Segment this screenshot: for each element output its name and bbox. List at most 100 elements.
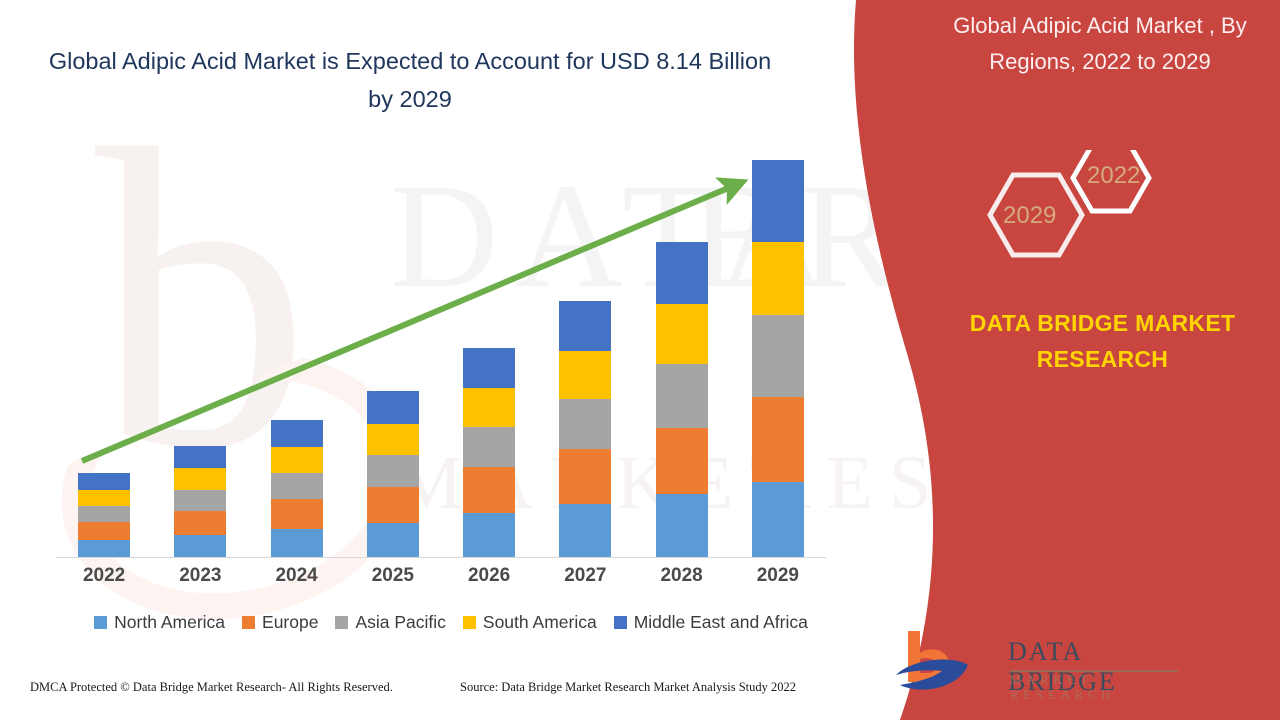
- bar-segment: [78, 472, 131, 490]
- bar-segment: [655, 363, 708, 428]
- hexagon-2029: [987, 172, 1085, 258]
- stacked-bar-2027[interactable]: [559, 300, 612, 557]
- bar-slot: [249, 160, 345, 557]
- bar-segment: [270, 472, 323, 500]
- legend-swatch-icon: [613, 616, 627, 629]
- bar-slot: [537, 160, 633, 557]
- brand-line-1: DATA BRIDGE MARKET: [969, 310, 1236, 336]
- panel-title: Global Adipic Acid Market , By Regions, …: [953, 13, 1247, 74]
- dbmr-logo-mark: [896, 631, 968, 690]
- dbmr-logo: DATA BRIDGE MARKET RESEARCH: [890, 625, 1180, 705]
- hexagon-2022: [1070, 150, 1152, 214]
- legend-swatch-icon: [335, 616, 349, 629]
- x-axis-label-2023: 2023: [179, 565, 222, 586]
- bar-segment: [366, 423, 419, 455]
- bar-segment: [366, 390, 419, 424]
- bar-segment: [655, 304, 708, 364]
- x-axis-label-2024: 2024: [275, 565, 318, 586]
- legend-item[interactable]: Middle East and Africa: [613, 612, 808, 633]
- brand-wordmark: DATA BRIDGE MARKET RESEARCH: [940, 305, 1265, 377]
- x-axis-label-2028: 2028: [660, 565, 703, 586]
- stacked-bar-2028[interactable]: [655, 242, 708, 557]
- x-axis-label-2027: 2027: [564, 565, 607, 586]
- x-axis-label-2025: 2025: [371, 565, 415, 586]
- bar-segment: [174, 489, 227, 512]
- bar-segment: [559, 449, 612, 504]
- stacked-bar-2024[interactable]: [270, 420, 323, 557]
- brand-panel-content: Global Adipic Acid Market , By Regions, …: [896, 0, 1280, 720]
- legend-item[interactable]: North America: [94, 612, 225, 633]
- footer-source: Source: Data Bridge Market Research Mark…: [460, 680, 797, 694]
- bar-segment: [366, 486, 419, 523]
- bar-segment: [559, 399, 612, 450]
- bar-segment: [559, 351, 612, 400]
- legend-label: Asia Pacific: [355, 612, 446, 632]
- chart-legend: North America Europe Asia Pacific South Ame…: [56, 612, 846, 633]
- logo-divider: [1010, 670, 1178, 672]
- x-axis-label-2026: 2026: [467, 565, 511, 586]
- bar-segment: [463, 347, 516, 389]
- x-axis-line: [56, 557, 826, 558]
- stacked-bar-2022[interactable]: [78, 472, 131, 557]
- legend-label: South America: [482, 612, 597, 632]
- legend-item[interactable]: South America: [462, 612, 597, 633]
- chart-title: Global Adipic Acid Market is Expected to…: [48, 48, 772, 112]
- footer-copyright: DMCA Protected © Data Bridge Market Rese…: [30, 680, 393, 694]
- bar-segment: [78, 521, 131, 540]
- bar-segment: [366, 454, 419, 487]
- bar-slot: [345, 160, 441, 557]
- bar-segment: [270, 447, 323, 473]
- bar-segment: [270, 529, 323, 557]
- bar-segment: [655, 494, 708, 557]
- bar-segment: [463, 513, 516, 557]
- legend-swatch-icon: [462, 616, 476, 629]
- x-axis-label-2029: 2029: [756, 565, 800, 586]
- stacked-bar-2026[interactable]: [463, 347, 516, 557]
- legend-label: North America: [114, 612, 226, 632]
- legend-swatch-icon: [94, 616, 108, 629]
- bar-slot: [634, 160, 730, 557]
- legend-swatch-icon: [242, 616, 256, 629]
- bar-segment: [78, 539, 131, 557]
- plot-area: [56, 160, 826, 558]
- x-axis-label-2022: 2022: [82, 565, 126, 586]
- brand-line-2: RESEARCH: [1036, 346, 1169, 372]
- bar-slot: [152, 160, 248, 557]
- bar-slot: [56, 160, 152, 557]
- bar-segment: [174, 468, 227, 490]
- bar-segment: [78, 489, 131, 506]
- logo-text-sub: MARKET RESEARCH: [1010, 673, 1116, 702]
- bar-segment: [78, 505, 131, 522]
- legend-label: Europe: [262, 612, 319, 632]
- bar-segment: [174, 534, 227, 557]
- bar-segment: [751, 160, 804, 243]
- bar-slot: [730, 160, 826, 557]
- bar-segment: [463, 426, 516, 468]
- legend-label: Middle East and Africa: [633, 612, 808, 632]
- x-axis-labels: 2022 2023 2024 2025 2026 2027 2028 2029: [56, 565, 826, 587]
- legend-item[interactable]: Europe: [242, 612, 318, 633]
- bar-segment: [463, 467, 516, 514]
- bar-segment: [174, 511, 227, 535]
- bar-segment: [270, 420, 323, 448]
- bar-slot: [441, 160, 537, 557]
- stacked-bar-2029[interactable]: [751, 160, 804, 557]
- bar-segment: [270, 499, 323, 530]
- stacked-bar-2025[interactable]: [366, 390, 419, 557]
- hexagon-group: 2029 2022: [940, 150, 1280, 280]
- bar-segment: [655, 427, 708, 495]
- bar-segment: [751, 242, 804, 315]
- bar-segment: [366, 522, 419, 557]
- bar-segment: [751, 396, 804, 483]
- bar-segment: [751, 314, 804, 397]
- bar-segment: [559, 503, 612, 557]
- stacked-bar-series: [56, 160, 826, 557]
- legend-item[interactable]: Asia Pacific: [335, 612, 446, 633]
- stacked-bar-2023[interactable]: [174, 446, 227, 557]
- bar-segment: [751, 482, 804, 557]
- hexagon-2022-label: 2022: [1087, 162, 1141, 189]
- chart-panel: Global Adipic Acid Market is Expected to…: [30, 48, 846, 694]
- bar-segment: [655, 242, 708, 305]
- bar-segment: [463, 388, 516, 427]
